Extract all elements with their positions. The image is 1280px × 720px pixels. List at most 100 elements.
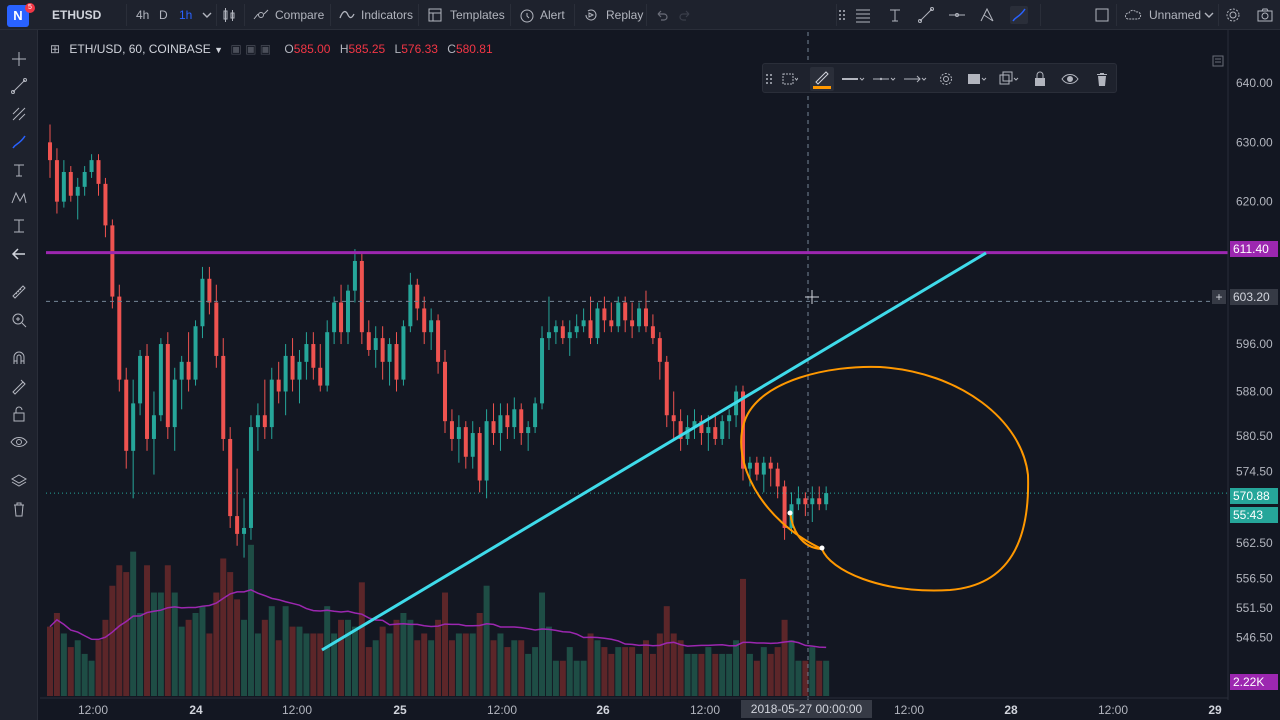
line-end-icon[interactable]: [902, 70, 928, 88]
candle: [290, 338, 295, 392]
replay-icon[interactable]: [582, 6, 600, 24]
templates-icon[interactable]: [426, 6, 444, 24]
volume-bar: [338, 619, 345, 696]
compare-button[interactable]: Compare: [275, 8, 325, 22]
candle: [498, 403, 503, 451]
clone-icon[interactable]: [998, 70, 1020, 88]
brush-start-point[interactable]: [787, 510, 793, 516]
redo-icon[interactable]: [676, 6, 694, 24]
trend-line-drawing[interactable]: [321, 251, 987, 652]
candle: [574, 314, 579, 339]
crosshair-tool-icon[interactable]: [10, 50, 28, 68]
volume-bar: [130, 551, 137, 696]
stay-in-drawing-icon[interactable]: [10, 377, 28, 395]
brush-drawing[interactable]: [740, 365, 1030, 592]
volume-bar: [823, 660, 830, 696]
volume-bar: [802, 660, 809, 696]
volume-bar: [566, 647, 573, 696]
chart-style-candles-icon[interactable]: [220, 6, 238, 24]
volume-bar: [490, 640, 497, 696]
interval-d[interactable]: D: [159, 8, 168, 22]
line-color-button[interactable]: [810, 67, 834, 91]
eye-icon[interactable]: [10, 433, 28, 451]
volume-bar: [636, 653, 643, 696]
replay-button[interactable]: Replay: [606, 8, 644, 22]
visibility-intervals-icon[interactable]: [966, 70, 988, 88]
brush-tool-icon[interactable]: [10, 133, 28, 151]
brush-end-point[interactable]: [819, 545, 825, 551]
brush-fav-icon[interactable]: [1010, 6, 1028, 24]
drawing-settings-gear-icon[interactable]: [937, 70, 955, 88]
volume-bar: [726, 653, 733, 696]
candle: [422, 296, 427, 345]
back-arrow-icon[interactable]: [10, 245, 28, 263]
candle: [61, 160, 66, 208]
pencil-icon: [815, 71, 829, 85]
indicators-icon[interactable]: [338, 6, 356, 24]
candle: [560, 320, 565, 345]
lock-icon[interactable]: [1031, 70, 1049, 88]
alert-clock-icon[interactable]: [518, 6, 536, 24]
alert-button[interactable]: Alert: [540, 8, 565, 22]
price-tick-label: 562.50: [1236, 536, 1273, 550]
legend-symbol[interactable]: ETH/USD, 60, COINBASE: [69, 42, 211, 56]
text-tool-fav-icon[interactable]: [886, 6, 904, 24]
settings-gear-icon[interactable]: [1224, 6, 1242, 24]
camera-icon[interactable]: [1256, 6, 1274, 24]
layout-dropdown-icon[interactable]: [1200, 6, 1218, 24]
prediction-tool-icon[interactable]: [10, 217, 28, 235]
line-style-icon[interactable]: [871, 70, 897, 88]
time-axis[interactable]: 12:00 24 12:00 25 12:00 26 12:00 12:00 28 12:00 29: [78, 703, 1222, 717]
fullscreen-icon[interactable]: [1093, 6, 1111, 24]
cloud-icon[interactable]: [1124, 6, 1142, 24]
template-select-icon[interactable]: [780, 70, 798, 88]
symbol-search[interactable]: ETHUSD: [52, 8, 102, 22]
interval-4h[interactable]: 4h: [136, 8, 150, 22]
text-tool-icon[interactable]: [10, 161, 28, 179]
trend-line-fav-icon[interactable]: [917, 6, 935, 24]
drag-handle-icon[interactable]: [838, 6, 846, 24]
layers-icon[interactable]: [10, 472, 28, 490]
object-tree-icon[interactable]: [1211, 54, 1225, 68]
candle: [491, 403, 496, 445]
trash-icon[interactable]: [10, 500, 28, 518]
price-tick-label: 620.00: [1236, 195, 1273, 209]
candle: [713, 415, 718, 445]
layout-name[interactable]: Unnamed: [1149, 8, 1202, 22]
candle: [75, 177, 80, 220]
candle: [345, 284, 350, 345]
crosshair-plus-icon[interactable]: +: [1212, 290, 1226, 304]
interval-1h[interactable]: 1h: [179, 8, 193, 22]
drawbar-drag-handle-icon[interactable]: [765, 70, 773, 88]
fib-retracement-fav-icon[interactable]: [854, 6, 872, 24]
volume-bar: [317, 633, 324, 696]
ruler-icon[interactable]: [10, 283, 28, 301]
collapse-legend-icon[interactable]: ⊞: [50, 42, 61, 56]
pitchfork-fav-icon[interactable]: [978, 6, 996, 24]
pattern-tool-icon[interactable]: [10, 189, 28, 207]
price-tick-label: 551.50: [1236, 601, 1273, 615]
chart-legend: ⊞ ETH/USD, 60, COINBASE ▼ ▣ ▣ ▣ O585.00 …: [50, 40, 493, 58]
undo-icon[interactable]: [653, 6, 671, 24]
magnet-icon[interactable]: [10, 349, 28, 367]
delete-icon[interactable]: [1093, 70, 1111, 88]
candle: [172, 367, 177, 451]
line-width-icon[interactable]: [840, 70, 866, 88]
legend-high-key: H: [339, 42, 349, 56]
volume-bar: [483, 585, 490, 696]
trend-line-tool-icon[interactable]: [10, 77, 28, 95]
app-logo[interactable]: N: [7, 5, 29, 27]
lock-drawings-icon[interactable]: [10, 405, 28, 423]
legend-dropdown-icon[interactable]: ▼: [214, 45, 224, 55]
zoom-icon[interactable]: [10, 311, 28, 329]
hide-icon[interactable]: [1061, 70, 1079, 88]
templates-button[interactable]: Templates: [450, 8, 505, 22]
pitchfork-tool-icon[interactable]: [10, 105, 28, 123]
indicators-button[interactable]: Indicators: [361, 8, 414, 22]
legend-buttons[interactable]: ▣ ▣ ▣: [230, 42, 272, 56]
price-axis[interactable]: 640.00 630.00 620.00 596.00 588.00 580.50 574.…: [1236, 76, 1273, 645]
horizontal-line-fav-icon[interactable]: [948, 6, 966, 24]
compare-icon[interactable]: [252, 6, 270, 24]
interval-dropdown-icon[interactable]: [198, 6, 216, 24]
